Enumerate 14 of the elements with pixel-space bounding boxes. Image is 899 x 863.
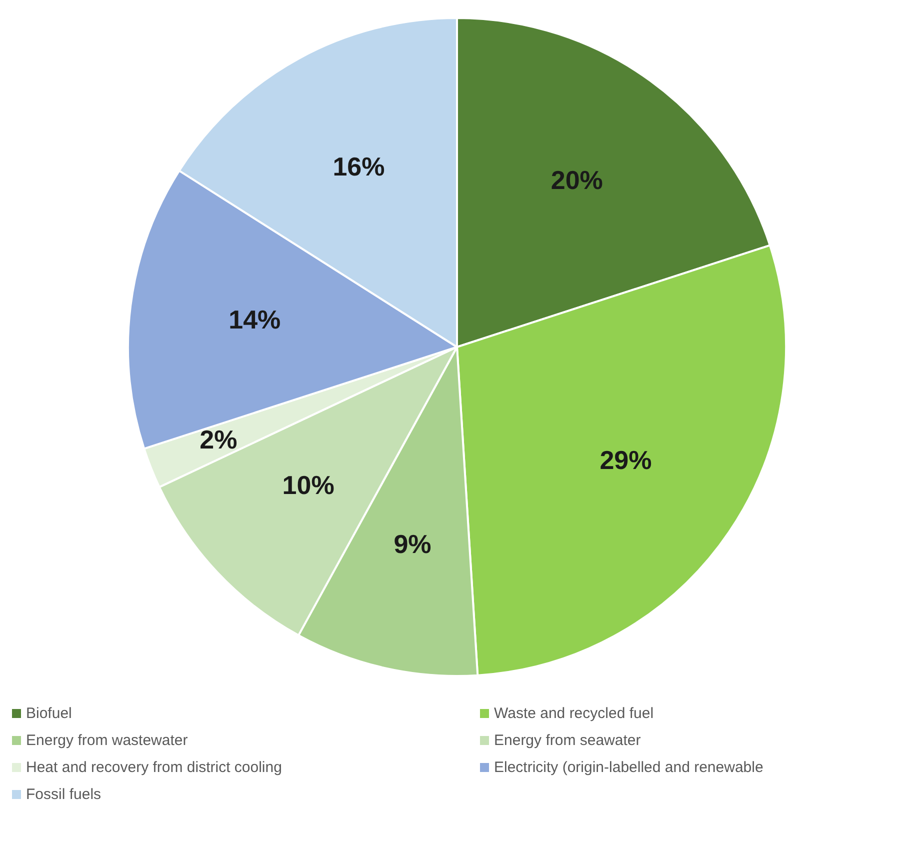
data-label: 20%: [550, 165, 603, 196]
data-label: 16%: [332, 151, 385, 182]
legend-label: Waste and recycled fuel: [494, 705, 654, 722]
data-label: 10%: [282, 470, 334, 500]
data-label: 9%: [394, 529, 432, 560]
data-label: 29%: [600, 444, 652, 475]
data-label: 14%: [228, 304, 281, 335]
legend-label: Biofuel: [26, 705, 72, 722]
data-label: 2%: [200, 424, 238, 455]
legend-label: Heat and recovery from district cooling: [26, 759, 282, 776]
legend-label: Electricity (origin-labelled and renewable: [494, 759, 764, 776]
legend-label: Fossil fuels: [26, 786, 102, 803]
legend-label: Energy from wastewater: [26, 732, 188, 749]
legend-label: Energy from seawater: [494, 732, 641, 749]
